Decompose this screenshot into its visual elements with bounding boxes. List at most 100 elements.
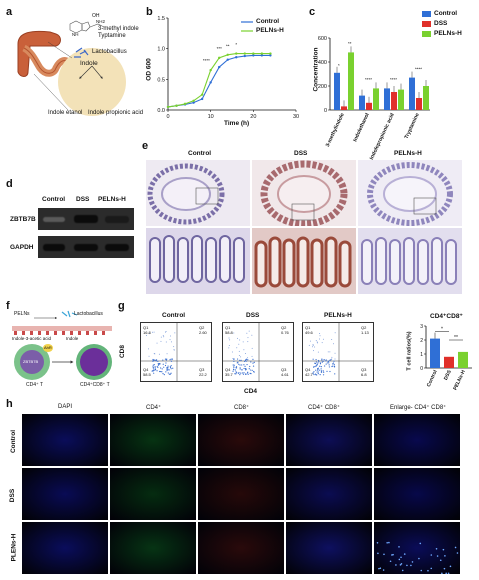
flow-event-dot <box>319 374 321 376</box>
flow-event-dot <box>317 368 319 370</box>
flow-event-dot <box>170 372 172 374</box>
flow-event-dot <box>320 366 322 368</box>
flow-q4-label: Q4 <box>225 367 231 372</box>
chart-b-point <box>252 54 255 57</box>
flow-event-dot <box>317 371 319 373</box>
flow-event-dot <box>238 363 240 365</box>
chart-b-xtick-label: 10 <box>208 114 214 120</box>
flow-event-dot <box>319 365 321 367</box>
flow-event-dot <box>152 366 154 368</box>
flow-event-dot <box>332 343 334 345</box>
flow-q3-label: Q3 <box>281 367 287 372</box>
chart-c-category-label: 3-methylindole <box>325 112 346 148</box>
chart-b-xtick-label: 30 <box>293 114 299 120</box>
chart-b-point <box>209 81 212 84</box>
flow-event-dot <box>236 358 239 360</box>
flow-event-dot <box>164 358 167 360</box>
chart-b-xtick-label: 20 <box>250 114 256 120</box>
mech-zbtb7b: ZBTB7B <box>23 359 39 364</box>
flow-q2-label: Q2 <box>281 325 287 330</box>
flow-event-dot <box>332 362 335 364</box>
chart-b-point <box>252 52 255 55</box>
flow-event-dot <box>174 332 176 334</box>
flow-event-dot <box>155 360 157 362</box>
tcell-category-label: PELNs-H <box>452 369 467 391</box>
chart-b-point <box>235 56 238 59</box>
flow-event-dot <box>165 359 167 361</box>
chart-c-bar <box>416 98 422 110</box>
flow-event-dot <box>146 334 148 336</box>
flow-event-dot <box>233 332 235 334</box>
flow-q3-value: 4.61 <box>281 372 290 377</box>
chart-b-ytick-label: 1.0 <box>157 47 165 53</box>
label-indole-etanol: Indole etanol <box>48 110 83 116</box>
flow-event-dot <box>243 349 245 351</box>
flow-event-dot <box>170 368 172 370</box>
chart-b-point <box>175 104 178 107</box>
flow-event-dot <box>253 371 255 373</box>
chart-c-bar <box>348 52 354 110</box>
flow-event-dot <box>173 346 175 348</box>
chart-c-ytick-label: 400 <box>318 60 327 66</box>
chart-c-ytick-label: 0 <box>324 108 327 114</box>
flow-event-dot <box>152 368 154 370</box>
flow-event-dot <box>249 365 251 368</box>
flow-event-dot <box>309 340 311 342</box>
flow-event-dot <box>228 345 230 347</box>
if-cell-dot <box>388 541 390 544</box>
flow-event-dot <box>244 368 247 370</box>
chart-b-point <box>260 54 264 57</box>
flow-event-dot <box>325 363 327 365</box>
flow-q4-value: 35.7 <box>225 372 234 377</box>
if-image-control-enlarge <box>374 414 460 466</box>
flow-q3-label: Q3 <box>199 367 205 372</box>
chart-b-point <box>200 97 204 101</box>
panel-label-e: e <box>142 140 149 152</box>
panel-label-h: h <box>6 398 13 410</box>
flow-event-dot <box>328 366 331 368</box>
flow-event-dot <box>165 371 167 373</box>
flow-event-dot <box>165 341 167 343</box>
if-image-plens-dapi <box>22 522 108 574</box>
flow-event-dot <box>237 372 240 374</box>
flow-event-dot <box>248 368 250 370</box>
flow-event-dot <box>318 338 320 340</box>
if-image-dss-enlarge <box>374 468 460 520</box>
chart-c-sig-label: ** <box>348 41 352 46</box>
flow-event-dot <box>160 336 162 338</box>
label-oh: OH <box>92 13 100 19</box>
if-cell-dot <box>427 569 429 572</box>
flow-event-dot <box>158 363 160 366</box>
flow-event-dot <box>239 364 241 366</box>
flow-event-dot <box>251 334 253 336</box>
flow-event-dot <box>154 353 156 355</box>
flow-q4-value: 42.7 <box>305 372 314 377</box>
chart-b-sig-label: ** <box>226 43 230 48</box>
flow-event-dot <box>312 372 314 374</box>
chart-c-category-label: Indolethanol <box>352 112 371 143</box>
flow-event-dot <box>326 362 328 364</box>
if-cell-dot <box>392 553 394 556</box>
flow-event-dot <box>158 363 160 365</box>
chart-b-point <box>218 65 221 69</box>
if-cell-dot <box>398 546 400 548</box>
flow-col-pelns: PELNs-H <box>324 312 352 319</box>
flow-q3-value: 22.2 <box>199 372 208 377</box>
chart-c-bar <box>373 88 379 110</box>
if-image-plens-enlarge <box>374 522 460 574</box>
flow-event-dot <box>236 347 238 349</box>
flow-q2-value: 0.76 <box>281 330 290 335</box>
flow-event-dot <box>329 351 331 353</box>
flow-event-dot <box>233 358 235 360</box>
flow-event-dot <box>244 365 246 367</box>
if-image-control-dapi <box>22 414 108 466</box>
chart-b-sig-label: *** <box>217 46 223 51</box>
flow-event-dot <box>228 337 230 339</box>
flow-event-dot <box>312 344 314 346</box>
flow-plot-dss: Q1 58.8 Q2 0.76 Q3 4.61 Q4 35.7 <box>222 322 294 382</box>
chart-b-point <box>218 56 221 60</box>
flow-q2-label: Q2 <box>199 325 205 330</box>
chart-b-point <box>192 101 195 104</box>
tcell-ytick-label: 2 <box>420 338 423 344</box>
flow-event-dot <box>160 370 162 373</box>
